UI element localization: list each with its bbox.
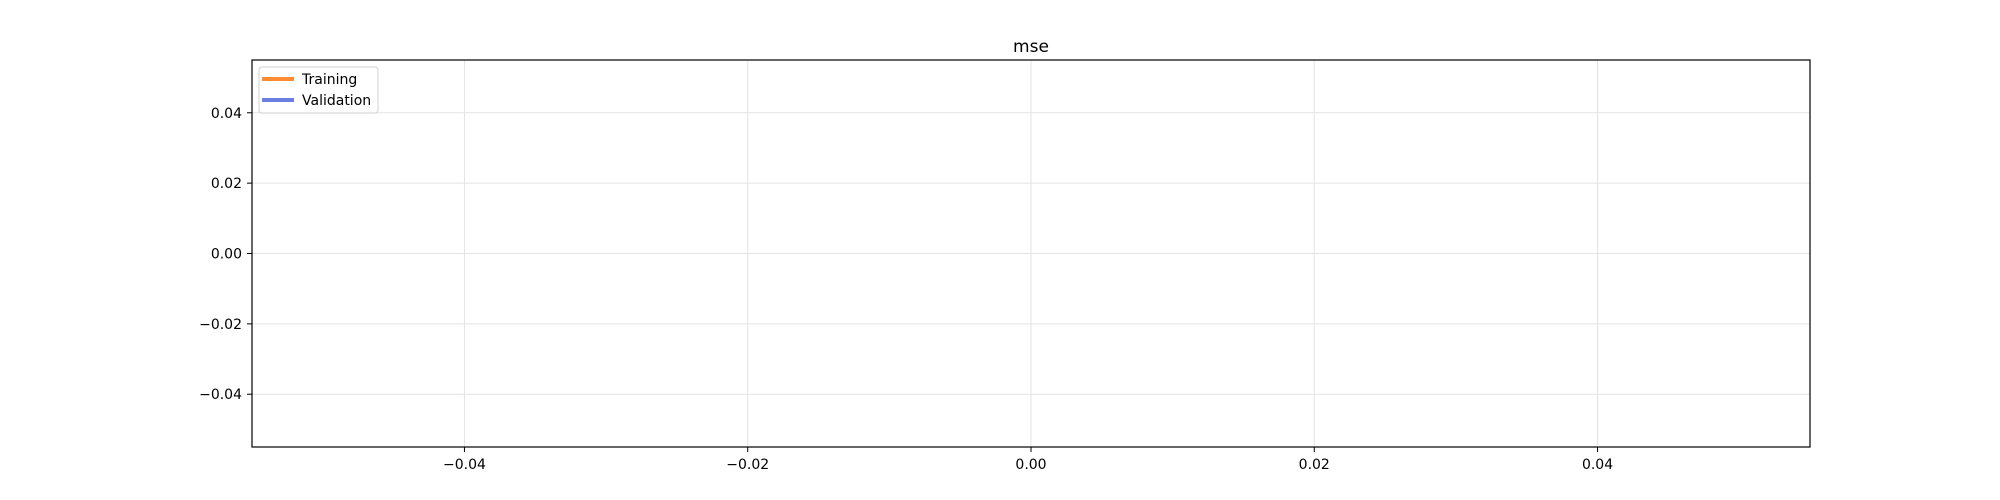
legend-label-training: Training <box>301 72 357 88</box>
y-tick-label: 0.02 <box>211 176 242 192</box>
x-axis: −0.04 −0.02 0.00 0.02 0.04 <box>443 447 1613 473</box>
legend-label-validation: Validation <box>302 93 371 109</box>
grid <box>252 60 1810 447</box>
x-tick-label: 0.02 <box>1299 457 1330 473</box>
y-tick-label: 0.04 <box>211 106 242 122</box>
legend: Training Validation <box>258 66 379 114</box>
x-tick-label: 0.04 <box>1582 457 1613 473</box>
x-tick-label: −0.02 <box>726 457 769 473</box>
y-tick-label: 0.00 <box>211 247 242 263</box>
y-tick-label: −0.04 <box>199 387 242 403</box>
chart-title: mse <box>1013 37 1049 57</box>
x-tick-label: −0.04 <box>443 457 486 473</box>
y-axis: 0.04 0.02 0.00 −0.02 −0.04 <box>199 106 252 403</box>
x-tick-label: 0.00 <box>1015 457 1046 473</box>
y-tick-label: −0.02 <box>199 317 242 333</box>
